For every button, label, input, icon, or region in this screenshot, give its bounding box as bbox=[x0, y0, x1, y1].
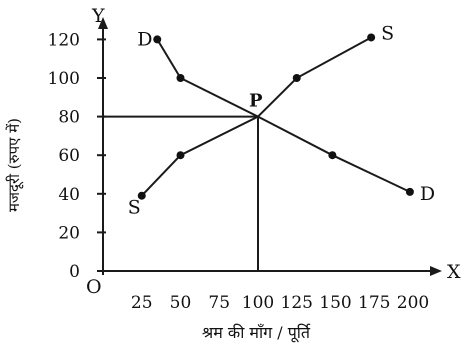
y-axis-label: मजदूरी (रुपए में) bbox=[5, 118, 24, 212]
demand-point bbox=[153, 35, 162, 44]
x-tick-label: 25 bbox=[131, 293, 153, 313]
chart-labels: मजदूरी (रुपए में) श्रम की माँग / पूर्ति … bbox=[5, 5, 461, 343]
equilibrium-label: P bbox=[249, 91, 263, 112]
y-tick-label: 20 bbox=[58, 223, 80, 243]
x-tick-label: 175 bbox=[358, 293, 390, 313]
x-tick-label: 50 bbox=[170, 293, 192, 313]
x-tick-label: 75 bbox=[208, 293, 230, 313]
demand-point bbox=[176, 74, 185, 82]
y-axis-letter: Y bbox=[91, 5, 105, 27]
origin-label: O bbox=[86, 276, 102, 298]
demand-end-label: D bbox=[420, 183, 435, 205]
series-group bbox=[137, 33, 414, 200]
y-tick-label: 120 bbox=[48, 30, 80, 50]
supply-curve bbox=[141, 36, 372, 197]
supply-point bbox=[137, 191, 146, 200]
supply-point bbox=[367, 33, 376, 42]
x-axis-label: श्रम की माँग / पूर्ति bbox=[202, 323, 311, 343]
x-tick-label: 150 bbox=[319, 293, 351, 313]
supply-start-label: S bbox=[128, 197, 141, 219]
equilibrium-guides bbox=[103, 115, 259, 271]
supply-point bbox=[292, 74, 301, 82]
y-tick-label: 60 bbox=[58, 146, 80, 166]
y-tick-label: 100 bbox=[48, 69, 80, 89]
x-axis-arrow bbox=[430, 266, 442, 276]
x-tick-label: 200 bbox=[397, 293, 429, 313]
supply-point bbox=[176, 151, 185, 160]
demand-point bbox=[328, 151, 337, 160]
axes bbox=[97, 17, 442, 276]
x-tick-label: 100 bbox=[242, 293, 274, 313]
demand-point bbox=[405, 187, 414, 196]
y-tick-label: 80 bbox=[58, 108, 80, 128]
tick-labels: 25 50 75 100 125 150 175 200 0 20 40 60 80 100 120 bbox=[48, 30, 430, 313]
y-tick-label: 0 bbox=[69, 262, 80, 282]
y-axis-arrow bbox=[98, 17, 108, 29]
x-tick-label: 125 bbox=[281, 293, 313, 313]
y-tick-label: 40 bbox=[58, 185, 80, 205]
x-axis-letter: X bbox=[447, 261, 461, 283]
supply-end-label: S bbox=[381, 22, 394, 44]
demand-start-label: D bbox=[137, 28, 152, 50]
